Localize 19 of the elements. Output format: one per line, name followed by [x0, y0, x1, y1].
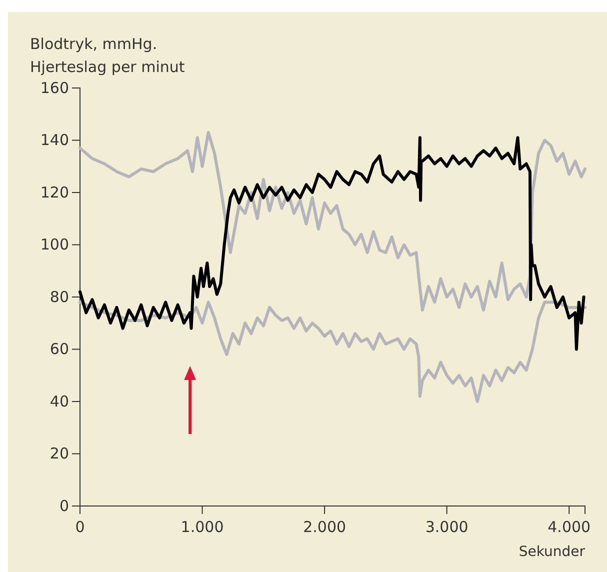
line-series — [78, 130, 586, 312]
y-tick-label: 60 — [50, 340, 69, 358]
y-tick-label: 20 — [50, 444, 69, 463]
line-series — [78, 300, 586, 403]
x-tick-label: 3.000 — [425, 518, 468, 536]
y-tick-label: 120 — [40, 183, 69, 202]
y-tick-label: 160 — [40, 78, 69, 97]
y-axis-title: Blodtryk, mmHg. Hjerteslag per minut — [30, 35, 185, 76]
y-tick-label: 40 — [50, 392, 69, 410]
x-tick-label: 1.000 — [180, 518, 224, 536]
y-tick-label: 140 — [40, 131, 69, 150]
x-tick-label: 0 — [75, 518, 85, 536]
y-tick-label: 0 — [59, 496, 69, 515]
x-axis-title: Sekunder — [518, 544, 586, 560]
y-tick-label: 100 — [40, 236, 69, 254]
line-series — [78, 136, 586, 351]
x-tick-label: 2.000 — [303, 518, 346, 536]
x-tick-label: 4.000 — [548, 518, 591, 536]
y-tick-label: 80 — [50, 288, 69, 306]
